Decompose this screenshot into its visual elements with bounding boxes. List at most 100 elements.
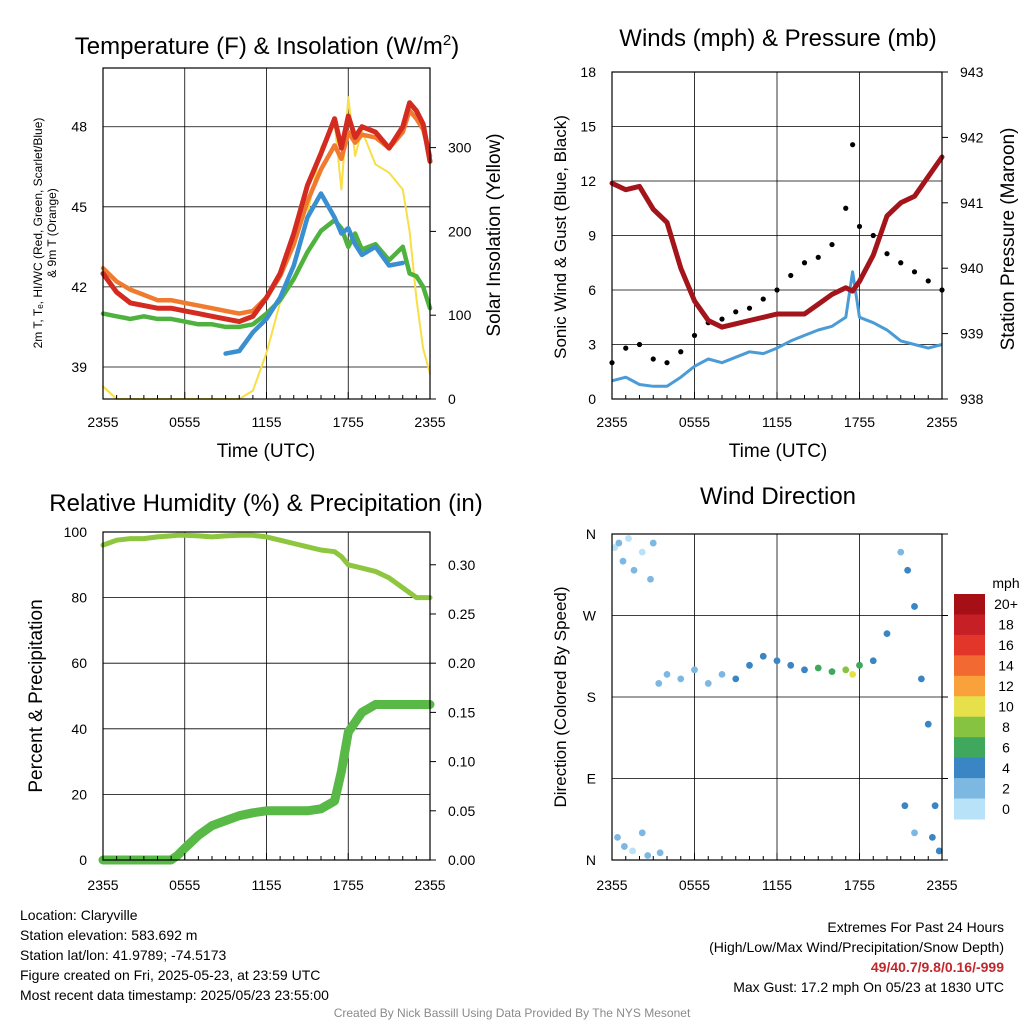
- colorbar-swatch: [954, 798, 985, 820]
- gust-point: [870, 232, 876, 239]
- wind-direction-point: [655, 680, 663, 687]
- colorbar-swatch: [954, 634, 985, 656]
- winds-y-tick-label: 6: [588, 282, 596, 298]
- precip-y-tick-label: 0.30: [448, 557, 475, 573]
- humidity-y-tick-label: 100: [64, 524, 88, 540]
- winds-x-axis-label: Time (UTC): [729, 441, 828, 462]
- temperature-y-axis-label-line1: 2m T, Tₑ, HI/WC (Red, Green, Scarlet/Blu…: [31, 118, 45, 349]
- humidity-y-tick-label: 20: [71, 786, 87, 802]
- colorbar-swatch: [954, 675, 985, 697]
- colorbar-swatch: [954, 778, 985, 800]
- temperature-x-tick-label: 1155: [251, 414, 281, 430]
- station-location: Location: Claryville: [20, 907, 138, 923]
- wind-direction-y-tick-label: N: [586, 526, 596, 542]
- winds-y-tick-label: 0: [588, 391, 596, 407]
- speed-colorbar: 20+ 18 16 14 12 10 8 6 4 2 0: [954, 594, 1018, 820]
- temperature-y-tick-label: 39: [71, 359, 87, 375]
- wind-direction-point: [883, 630, 891, 638]
- precip-y-tick-label: 0.15: [448, 704, 475, 720]
- wind-direction-x-tick-label: 1155: [762, 877, 792, 893]
- wind-direction-point: [924, 720, 932, 728]
- wind-direction-point: [935, 847, 943, 855]
- colorbar-label: 16: [998, 637, 1014, 653]
- wind-direction-point: [904, 566, 912, 574]
- wind-direction-point: [732, 675, 740, 683]
- wind-direction-y-tick-label: E: [587, 771, 596, 787]
- colorbar-swatch: [954, 594, 985, 615]
- pressure-y-tick-label: 943: [960, 64, 984, 80]
- temperature-x-tick-label: 0555: [169, 414, 200, 430]
- wind-direction-grid: [612, 534, 942, 860]
- wind-direction-panel-title: Wind Direction: [700, 483, 856, 510]
- wind-direction-point: [691, 666, 698, 674]
- gust-point: [911, 269, 918, 275]
- temperature-y-tick-label: 48: [71, 119, 87, 135]
- temperature-title-end: ): [451, 33, 459, 60]
- gust-point: [856, 223, 863, 230]
- temperature-ticks: 39 42 45 48 0 100 200 300 2355 0555 1155 1755 2355: [71, 119, 471, 430]
- humidity-panel: Relative Humidity (%) & Precipitation (i…: [26, 490, 483, 893]
- wind-direction-x-tick-label: 2355: [596, 877, 627, 893]
- pressure-y-tick-label: 939: [960, 326, 984, 342]
- temperature-y-axis-label-line2: & 9m T (Orange): [45, 188, 59, 278]
- colorbar-swatch: [954, 614, 985, 636]
- wind-direction-point: [625, 535, 632, 542]
- gust-point: [678, 349, 684, 355]
- colorbar-label: 4: [1002, 760, 1010, 776]
- dewpoint-line: [100, 217, 433, 330]
- wind-direction-y-tick-label: W: [583, 608, 597, 624]
- heat-index-wind-chill-line: [223, 191, 406, 356]
- wind-direction-point: [856, 661, 863, 669]
- gust-point: [623, 345, 629, 351]
- solar-y-tick-label: 100: [448, 307, 472, 323]
- humidity-x-tick-label: 2355: [87, 877, 118, 893]
- winds-y-tick-label: 18: [580, 64, 596, 80]
- wind-direction-point: [677, 675, 685, 683]
- winds-panel: Winds (mph) & Pressure (mb) 0 3 6 9 12 15 18 93…: [551, 25, 1019, 462]
- gust-point: [801, 260, 808, 266]
- winds-ticks: 0 3 6 9 12 15 18 938 939 940 941 942 943 2355 0555 1155…: [580, 64, 983, 430]
- solar-y-tick-label: 0: [448, 391, 456, 407]
- temperature-panel-title: Temperature (F) & Insolation (W/m2): [75, 32, 459, 60]
- gust-point: [746, 305, 753, 311]
- gust-point: [774, 287, 780, 293]
- winds-y-tick-label: 12: [580, 173, 596, 189]
- humidity-y-tick-label: 0: [79, 852, 87, 868]
- winds-series: [609, 142, 945, 388]
- colorbar-label: 2: [1002, 780, 1010, 796]
- gust-point: [850, 142, 856, 148]
- pressure-y-tick-label: 938: [960, 391, 984, 407]
- wind-direction-point: [663, 670, 671, 678]
- wind-direction-point: [647, 575, 654, 583]
- wind-direction-point: [869, 657, 877, 665]
- winds-x-tick-label: 1155: [762, 414, 792, 430]
- extremes-info: Extremes For Past 24 Hours (High/Low/Max…: [709, 917, 1004, 997]
- colorbar-label: 10: [998, 699, 1014, 715]
- precip-y-tick-label: 0.20: [448, 655, 475, 671]
- wind-direction-point: [849, 670, 857, 678]
- pressure-y-tick-label: 942: [960, 129, 984, 145]
- humidity-x-tick-label: 1155: [251, 877, 281, 893]
- wind-direction-point: [638, 548, 646, 556]
- humidity-x-tick-label: 0555: [169, 877, 200, 893]
- credit-line: Created By Nick Bassill Using Data Provi…: [333, 1006, 691, 1020]
- winds-y-tick-label: 9: [588, 228, 596, 244]
- sonic-wind-line: [611, 270, 943, 388]
- temperature-title-main: Temperature (F) & Insolation (W/m: [75, 33, 443, 60]
- humidity-x-tick-label: 2355: [414, 877, 445, 893]
- colorbar-swatch: [954, 696, 985, 718]
- solar-y-tick-label: 300: [448, 140, 472, 156]
- wind-direction-x-tick-label: 0555: [679, 877, 710, 893]
- wind-direction-point: [931, 802, 939, 810]
- wind-direction-point: [801, 666, 808, 674]
- wind-direction-point: [911, 603, 918, 610]
- station-elevation: Station elevation: 583.692 m: [20, 927, 198, 943]
- wind-direction-y-tick-label: N: [586, 852, 596, 868]
- humidity-grid: [103, 532, 430, 860]
- wind-direction-points: [611, 535, 943, 859]
- pressure-y-tick-label: 940: [960, 260, 984, 276]
- colorbar-swatch: [954, 655, 985, 677]
- solar-y-axis-label: Solar Insolation (Yellow): [484, 133, 505, 336]
- winds-y-tick-label: 3: [588, 337, 596, 353]
